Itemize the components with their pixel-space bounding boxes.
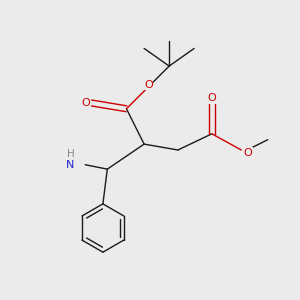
Text: O: O <box>81 98 90 108</box>
Text: O: O <box>208 93 216 103</box>
Text: O: O <box>243 148 252 158</box>
Text: N: N <box>66 160 75 170</box>
Text: H: H <box>67 148 74 158</box>
Text: O: O <box>144 80 153 90</box>
